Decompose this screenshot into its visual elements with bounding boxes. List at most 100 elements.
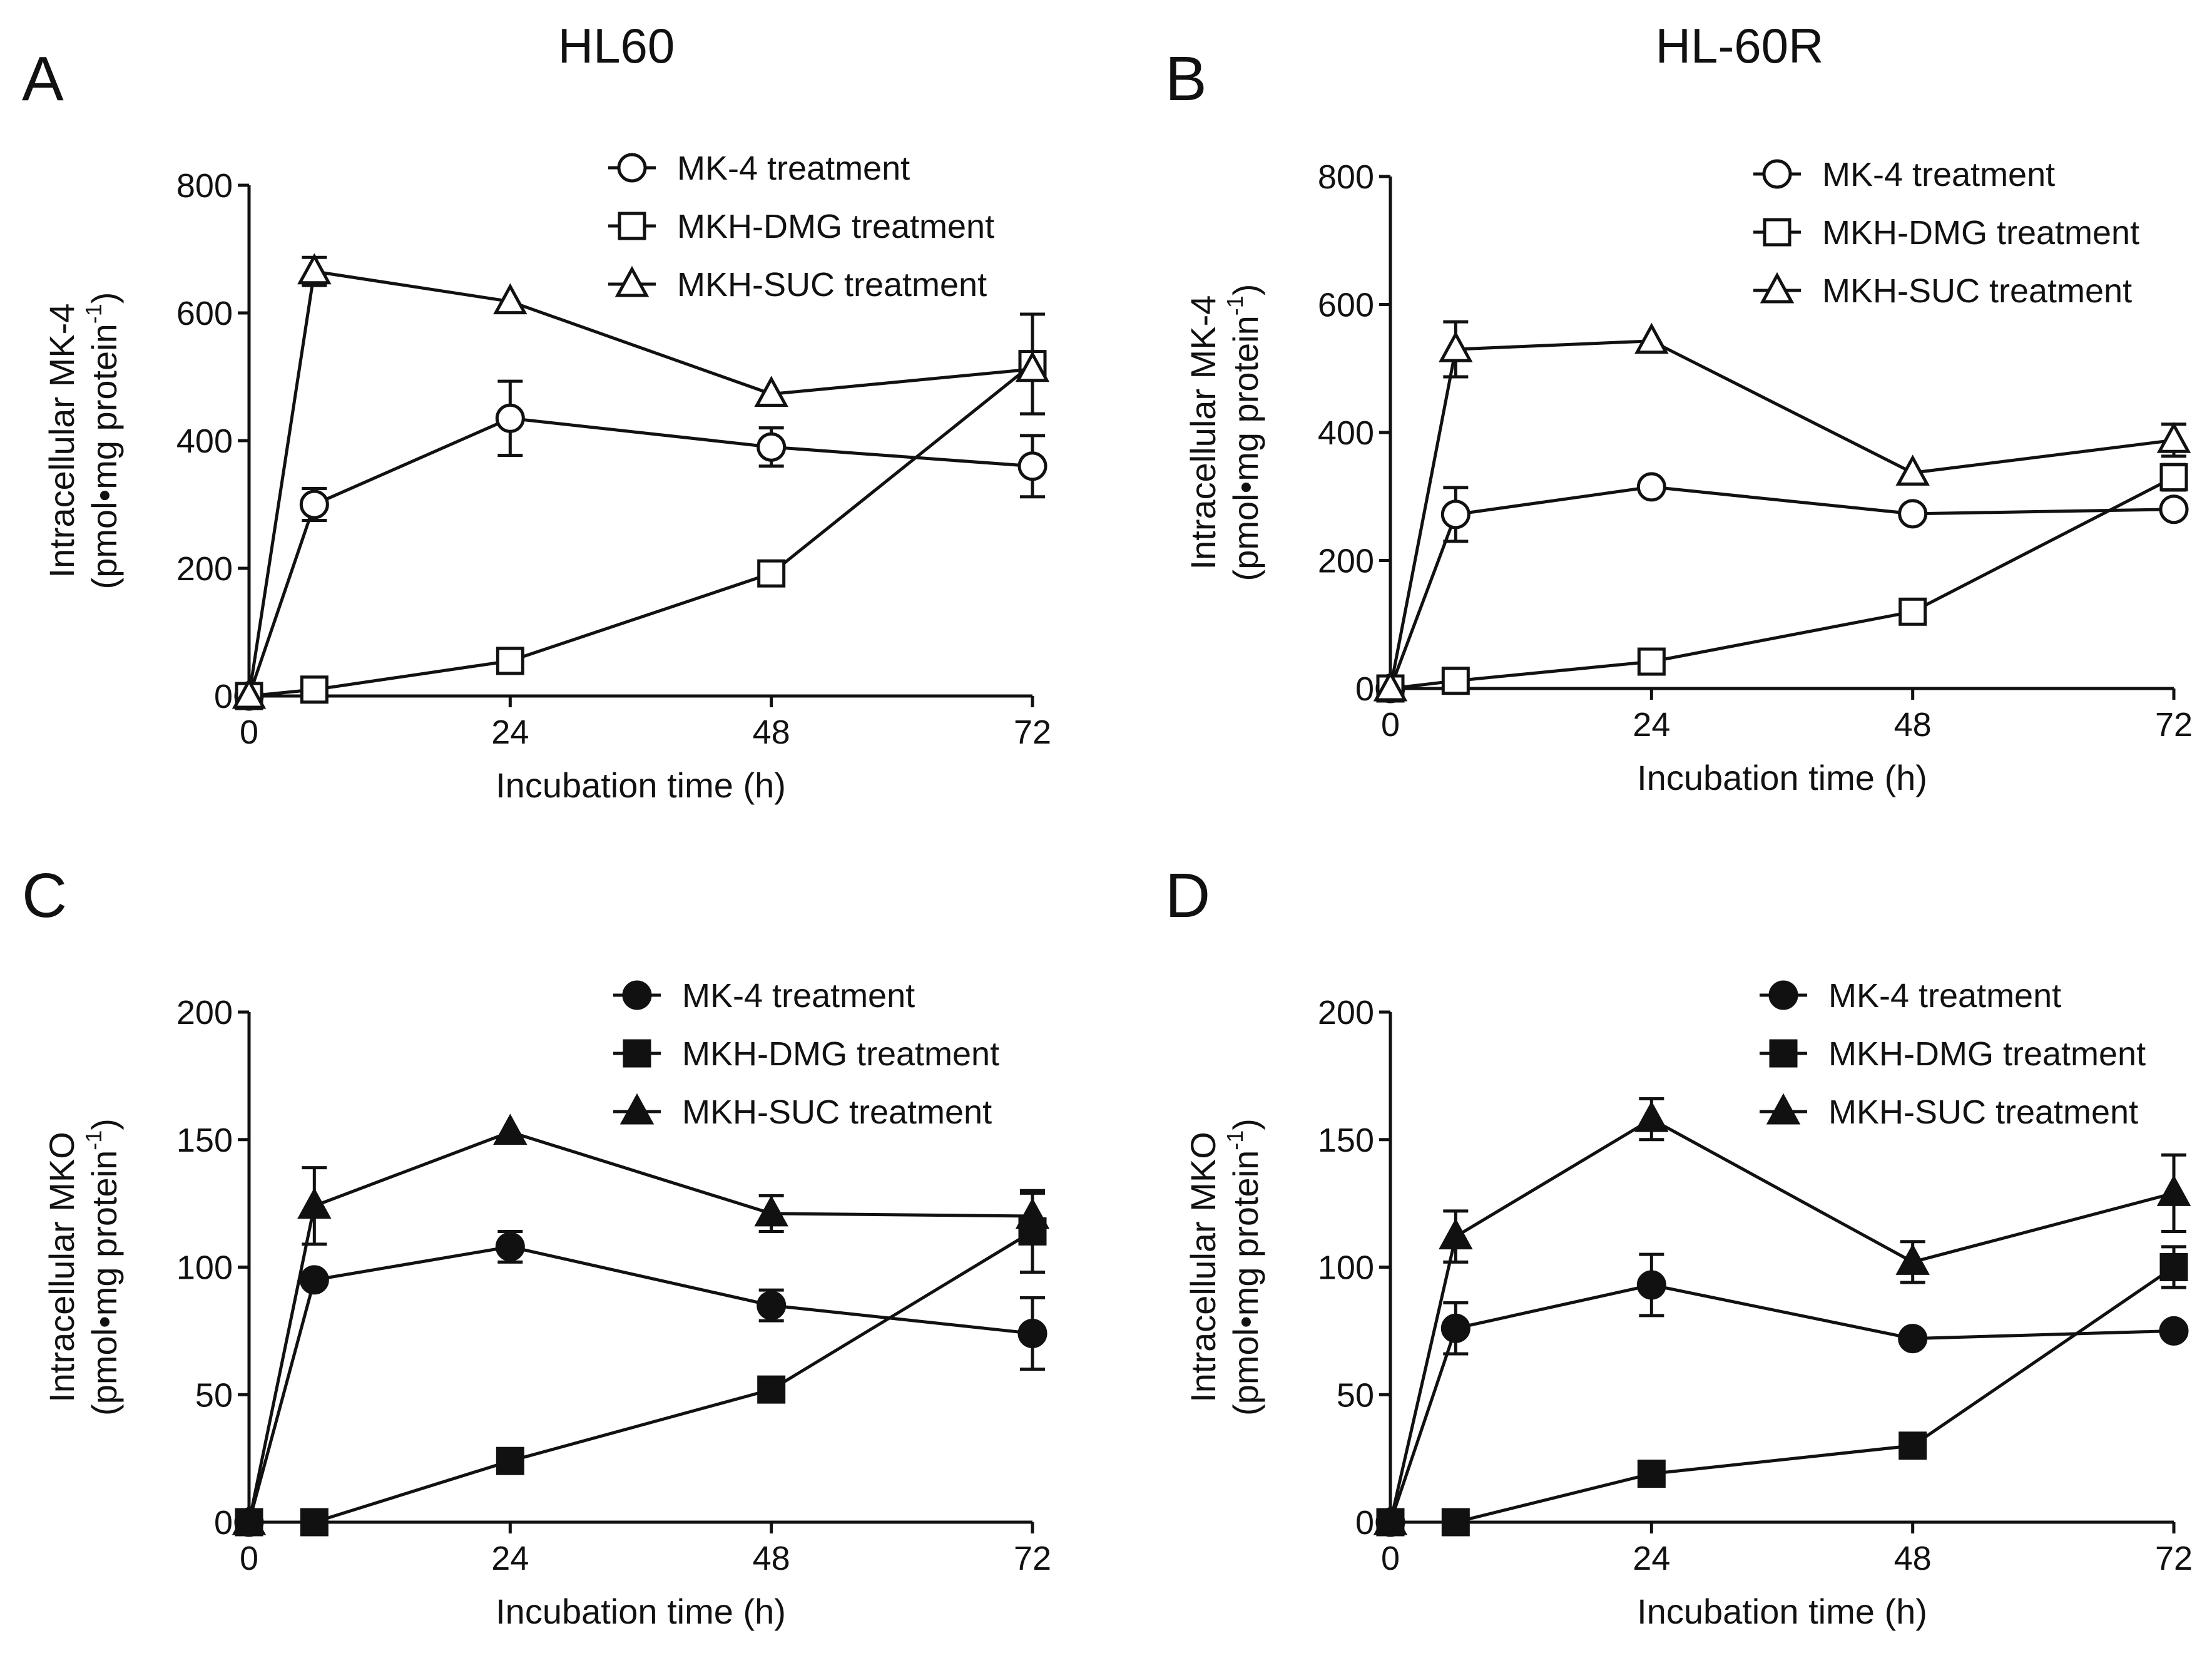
y-axis-unit-suffix: ) (84, 292, 124, 304)
y-axis-label: Intracellular MKO (42, 1132, 81, 1403)
y-tick-label: 600 (176, 295, 233, 332)
series-line (1390, 1266, 2175, 1524)
data-point (232, 677, 267, 709)
legend-marker (617, 153, 647, 183)
y-tick-label: 800 (1318, 158, 1374, 196)
x-tick-label: 72 (2155, 706, 2193, 744)
series-mkh-dmg-treatment (235, 312, 1047, 710)
x-tick-label: 0 (1381, 1540, 1400, 1577)
data-point (757, 1291, 787, 1321)
series-mk-4-treatment (1375, 472, 2189, 704)
legend-label: MK-4 treatment (677, 150, 910, 187)
y-axis-unit-label: (pmol•mg protein-1) (81, 292, 124, 590)
data-point (1899, 1431, 1927, 1460)
panel-letter: C (22, 861, 67, 931)
y-tick-label: 50 (195, 1376, 233, 1414)
data-point (299, 1265, 329, 1295)
y-axis-label: Intracellular MK-4 (1183, 295, 1223, 570)
data-point (2159, 1253, 2188, 1281)
axes: 0 50 100 150 200 0 24 48 72 (176, 994, 1051, 1577)
x-axis-label: Incubation time (h) (1637, 758, 1927, 797)
y-axis-unit-superscript: -1 (1222, 1130, 1248, 1150)
y-axis-unit-prefix: (pmol•mg protein (1226, 1150, 1265, 1416)
axes: 0 200 400 600 800 0 24 48 72 (1318, 158, 2193, 744)
x-tick-label: 0 (240, 1540, 258, 1577)
legend-label: MKH-SUC treatment (1822, 272, 2132, 310)
y-tick-label: 50 (1337, 1376, 1374, 1414)
legend-label: MKH-DMG treatment (1828, 1035, 2146, 1073)
y-tick-label: 400 (176, 422, 233, 460)
series-line (1389, 1117, 2174, 1523)
y-axis-unit-suffix: ) (1226, 1118, 1265, 1130)
x-tick-label: 24 (1633, 706, 1670, 744)
legend-label: MKH-DMG treatment (677, 208, 994, 245)
y-axis-unit-label: (pmol•mg protein-1) (1222, 1118, 1265, 1416)
panel-letter: B (1165, 44, 1207, 114)
data-point (1895, 1244, 1930, 1275)
data-point (493, 1113, 528, 1145)
x-axis-label: Incubation time (h) (496, 765, 786, 805)
y-axis-label: Intracellular MK-4 (42, 304, 81, 578)
panel-b: B HL-60R 0 200 400 600 800 0 24 48 72 Incubation ti… (1165, 18, 2193, 797)
data-point (1373, 670, 1408, 702)
series-mkh-dmg-treatment (235, 1189, 1047, 1537)
legend-item: MKH-DMG treatment (1760, 1035, 2146, 1073)
data-point (300, 1508, 329, 1537)
data-point (757, 432, 787, 462)
y-tick-label: 0 (214, 1504, 233, 1542)
data-point (299, 489, 329, 519)
legend-marker (1760, 272, 1795, 304)
y-tick-label: 600 (1318, 287, 1374, 324)
y-axis-label: Intracellular MKO (1183, 1132, 1223, 1403)
legend-marker (1763, 218, 1792, 247)
data-point (2159, 1316, 2189, 1346)
x-tick-label: 24 (1633, 1540, 1670, 1577)
data-point (2159, 463, 2188, 492)
data-point (1439, 330, 1473, 362)
data-point (493, 283, 528, 315)
data-point (1017, 451, 1047, 481)
legend-marker (1768, 980, 1798, 1010)
data-point (1898, 1324, 1928, 1354)
data-point (1636, 472, 1666, 502)
panel-a: A HL60 0 200 400 600 800 0 24 48 72 Incubation time… (22, 18, 1051, 805)
y-tick-label: 200 (176, 994, 233, 1031)
legend-label: MKH-DMG treatment (682, 1035, 999, 1073)
legend-marker (623, 1039, 651, 1068)
data-point (1015, 351, 1050, 382)
panel-d: D 0 50 100 150 200 0 24 48 72 Incubation time (h) I… (1165, 861, 2193, 1631)
chart-title: HL60 (558, 18, 675, 73)
series-line (1389, 485, 2174, 689)
data-point (1440, 499, 1470, 530)
legend-item: MK-4 treatment (1760, 977, 2061, 1015)
series-line (1389, 1283, 2174, 1523)
legend-item: MKH-SUC treatment (608, 265, 987, 304)
data-point (754, 1195, 788, 1227)
x-axis-label: Incubation time (h) (1637, 1592, 1927, 1631)
series-line (247, 1245, 1033, 1523)
y-axis-unit-superscript: -1 (81, 1130, 106, 1150)
legend-item: MKH-DMG treatment (613, 1035, 999, 1073)
series-line (247, 1130, 1033, 1523)
data-point (1017, 1318, 1047, 1348)
y-axis-unit-suffix: ) (1226, 284, 1265, 296)
legend-item: MKH-DMG treatment (1753, 214, 2139, 252)
data-point (1440, 1313, 1470, 1343)
series-mkh-suc-treatment (232, 253, 1050, 709)
x-tick-label: 48 (1894, 1540, 1932, 1577)
legend-marker (619, 1093, 655, 1125)
y-tick-label: 400 (1318, 414, 1374, 452)
x-tick-label: 72 (1014, 1540, 1051, 1577)
series-mkh-suc-treatment (232, 1113, 1050, 1535)
legend-label: MKH-SUC treatment (677, 266, 987, 304)
y-axis-unit-suffix: ) (84, 1118, 124, 1130)
panel-letter: A (22, 44, 64, 114)
y-axis-unit-superscript: -1 (1222, 295, 1248, 315)
data-point (1634, 1100, 1669, 1132)
data-point (1895, 454, 1930, 486)
data-point (232, 1503, 267, 1535)
data-point (1441, 1508, 1470, 1537)
legend-item: MK-4 treatment (608, 150, 910, 187)
y-tick-label: 100 (176, 1249, 233, 1287)
y-tick-label: 200 (1318, 543, 1374, 580)
